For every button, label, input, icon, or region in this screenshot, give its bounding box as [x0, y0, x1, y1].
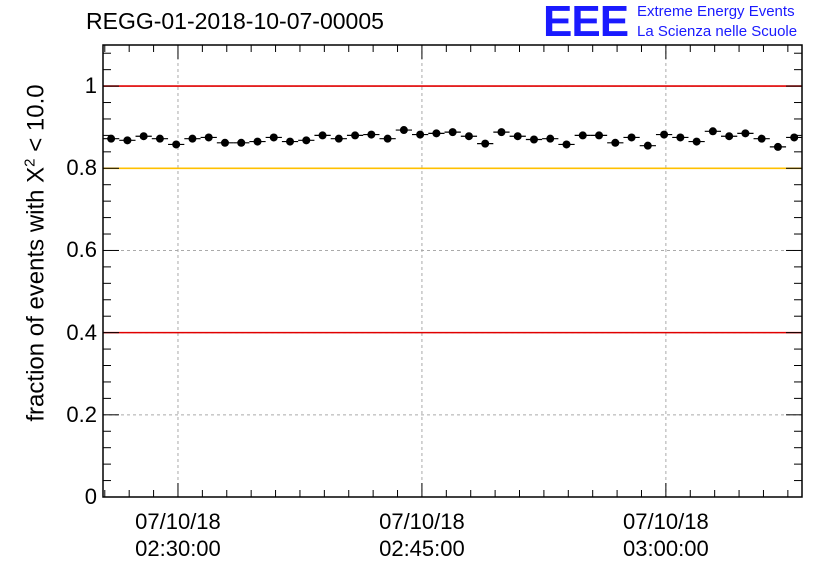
data-point	[172, 140, 181, 149]
data-point	[237, 138, 246, 147]
data-point	[155, 134, 164, 143]
grid-lines	[103, 45, 802, 497]
data-point	[318, 131, 327, 140]
data-point	[741, 129, 750, 138]
x-tick-label: 07/10/18 03:00:00	[606, 508, 726, 562]
data-point	[220, 138, 229, 147]
data-point	[204, 133, 213, 142]
data-points	[103, 126, 803, 151]
y-tick-label: 0.4	[66, 319, 97, 345]
y-axis-label: fraction of events with X2 < 10.0	[21, 84, 50, 422]
x-tick-date: 07/10/18	[135, 509, 221, 534]
data-point	[302, 136, 311, 145]
data-point	[448, 128, 457, 137]
data-point	[578, 131, 587, 140]
data-point	[562, 140, 571, 149]
reference-lines	[103, 85, 802, 334]
x-tick-label: 07/10/18 02:45:00	[362, 508, 482, 562]
data-point	[708, 127, 717, 136]
data-point	[546, 134, 555, 143]
data-point	[790, 133, 799, 142]
x-tick-time: 02:45:00	[379, 536, 465, 561]
data-point	[497, 128, 506, 137]
x-tick-time: 03:00:00	[623, 536, 709, 561]
data-point	[643, 141, 652, 150]
data-point	[367, 130, 376, 139]
data-point	[611, 138, 620, 147]
data-point	[676, 133, 685, 142]
data-point	[464, 132, 473, 141]
logo-subtitle-line2: La Scienza nelle Scuole	[637, 23, 798, 40]
data-point	[188, 134, 197, 143]
data-point	[660, 130, 669, 139]
data-point	[139, 132, 148, 141]
y-tick-label: 1	[84, 73, 97, 99]
data-point	[773, 142, 782, 151]
data-point	[383, 134, 392, 143]
data-point	[627, 133, 636, 142]
data-point	[123, 136, 132, 145]
y-tick-label: 0.2	[66, 401, 97, 427]
plot-frame	[102, 44, 803, 498]
eee-logo: EEE	[543, 0, 629, 46]
data-point	[432, 129, 441, 138]
run-title: REGG-01-2018-10-07-00005	[86, 8, 384, 34]
data-point	[416, 130, 425, 139]
x-tick-time: 02:30:00	[135, 536, 221, 561]
axis-ticks	[103, 45, 802, 498]
data-point	[725, 132, 734, 141]
data-point	[351, 131, 360, 140]
data-point	[399, 126, 408, 135]
y-tick-label: 0.6	[66, 237, 97, 263]
data-point	[334, 134, 343, 143]
y-tick-label: 0	[84, 484, 97, 509]
data-point	[692, 137, 701, 146]
logo-subtitle-line1: Extreme Energy Events	[637, 3, 795, 20]
data-point	[286, 137, 295, 146]
x-tick-date: 07/10/18	[623, 509, 709, 534]
data-point	[595, 131, 604, 140]
data-point	[269, 133, 278, 142]
x-tick-date: 07/10/18	[379, 509, 465, 534]
data-point	[107, 134, 116, 143]
data-point	[481, 139, 490, 148]
data-point	[529, 135, 538, 144]
data-point	[757, 134, 766, 143]
data-point	[253, 137, 262, 146]
data-point	[513, 132, 522, 141]
x-tick-label: 07/10/18 02:30:00	[118, 508, 238, 562]
y-tick-label: 0.8	[66, 155, 97, 181]
